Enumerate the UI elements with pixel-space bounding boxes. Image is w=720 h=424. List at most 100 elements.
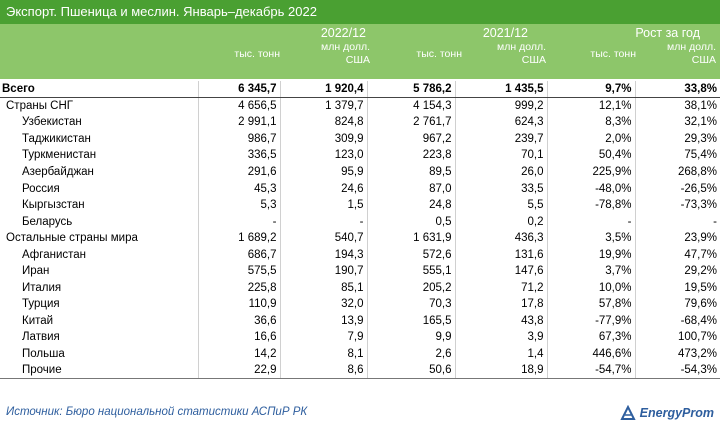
row-value: - bbox=[713, 215, 717, 228]
row-value: 23,9% bbox=[684, 232, 717, 245]
row-label: Азербайджан bbox=[0, 163, 199, 181]
row-label: Иран bbox=[0, 263, 199, 280]
table-row: Кыргызстан 5,3 1,5 24,8 5,5 -78,8% -73,3% bbox=[0, 196, 720, 214]
row-value: 4 154,3 bbox=[367, 97, 456, 115]
row-value: -73,3% bbox=[680, 199, 717, 212]
row-value: 291,6 bbox=[198, 163, 281, 181]
row-value: 336,5 bbox=[198, 147, 281, 164]
row-value: 24,6 bbox=[280, 180, 368, 197]
row-value: -48,0% bbox=[547, 180, 636, 197]
row-value: 8,6 bbox=[280, 362, 368, 380]
footer: Источник: Бюро национальной статистики А… bbox=[0, 404, 720, 424]
brand: EnergyProm bbox=[620, 405, 714, 421]
row-value: 5 786,2 bbox=[367, 81, 456, 99]
table-row: Турция 110,9 32,0 70,3 17,8 57,8% 79,6% bbox=[0, 296, 720, 313]
row-value: 555,1 bbox=[367, 263, 456, 280]
table-row: Афганистан 686,7 194,3 572,6 131,6 19,9% 47,7% bbox=[0, 246, 720, 264]
table-row: Остальные страны мира 1 689,2 540,7 1 631,9… bbox=[0, 229, 720, 247]
table-body: Всего 6 345,7 1 920,4 5 786,2 1 435,5 9,7% 33,… bbox=[0, 81, 720, 380]
row-value: 47,7% bbox=[684, 248, 717, 261]
energyprom-logo-icon bbox=[620, 405, 636, 420]
header-unit-usd-line1: млн долл. bbox=[497, 41, 546, 53]
row-label: Всего bbox=[0, 81, 199, 99]
table-row: Беларусь - -0,5 0,2- - bbox=[0, 213, 720, 230]
row-value: 967,2 bbox=[367, 130, 456, 148]
row-value: 268,8% bbox=[677, 166, 717, 178]
header-unit-usd-line2: США bbox=[691, 54, 716, 66]
row-value: 999,2 bbox=[455, 97, 548, 115]
row-value: 309,9 bbox=[280, 130, 368, 148]
row-value: 19,5% bbox=[684, 281, 717, 294]
row-value: 4 656,5 bbox=[198, 97, 281, 115]
row-value: 50,6 bbox=[367, 362, 456, 380]
row-value: 87,0 bbox=[367, 180, 456, 197]
row-value: 8,3% bbox=[547, 114, 636, 131]
row-value: 147,6 bbox=[455, 263, 548, 280]
row-value: 131,6 bbox=[455, 246, 548, 264]
row-value: 29,3% bbox=[684, 132, 717, 145]
row-value: 29,2% bbox=[684, 265, 717, 278]
row-value: 38,1% bbox=[684, 100, 717, 113]
row-value: 110,9 bbox=[198, 296, 281, 313]
row-label: Беларусь bbox=[0, 213, 199, 230]
table-row: Всего 6 345,7 1 920,4 5 786,2 1 435,5 9,7% 33,… bbox=[0, 81, 720, 99]
row-value: 67,3% bbox=[547, 329, 636, 346]
row-label: Остальные страны мира bbox=[0, 229, 199, 247]
row-value: 100,7% bbox=[677, 331, 717, 344]
row-value: 12,1% bbox=[547, 97, 636, 115]
table-row: Таджикистан 986,7 309,9 967,2 239,7 2,0% 29,3% bbox=[0, 130, 720, 148]
table-row: Иран 575,5 190,7 555,1 147,6 3,7% 29,2% bbox=[0, 263, 720, 280]
row-value: 17,8 bbox=[455, 296, 548, 313]
row-value: 436,3 bbox=[455, 229, 548, 247]
row-value: 36,6 bbox=[198, 312, 281, 330]
row-value: 165,5 bbox=[367, 312, 456, 330]
header-unit-tons-2021: тыс. тонн bbox=[416, 48, 462, 60]
row-value: 5,5 bbox=[455, 196, 548, 214]
row-value: 45,3 bbox=[198, 180, 281, 197]
row-label: Узбекистан bbox=[0, 114, 199, 131]
row-value: 3,5% bbox=[547, 229, 636, 247]
row-value: 26,0 bbox=[455, 163, 548, 181]
table-row: Прочие 22,9 8,6 50,6 18,9 -54,7% -54,3% bbox=[0, 362, 720, 380]
row-value: 57,8% bbox=[547, 296, 636, 313]
header-group-growth: Рост за год bbox=[635, 26, 700, 40]
row-value: 123,0 bbox=[280, 147, 368, 164]
row-value: 19,9% bbox=[547, 246, 636, 264]
row-label: Прочие bbox=[0, 362, 199, 380]
row-value: 71,2 bbox=[455, 279, 548, 297]
row-value: 225,8 bbox=[198, 279, 281, 297]
table-row: Италия 225,8 85,1 205,2 71,2 10,0% 19,5% bbox=[0, 279, 720, 297]
table-row: Польша 14,2 8,1 2,6 1,4 446,6% 473,2% bbox=[0, 345, 720, 363]
table-row: Азербайджан 291,6 95,9 89,5 26,0 225,9% 268,8% bbox=[0, 163, 720, 181]
row-label: Таджикистан bbox=[0, 130, 199, 148]
row-value: 824,8 bbox=[280, 114, 368, 131]
row-value: 624,3 bbox=[455, 114, 548, 131]
row-value: 8,1 bbox=[280, 345, 368, 363]
row-value: 79,6% bbox=[684, 298, 717, 311]
row-value: 446,6% bbox=[547, 345, 636, 363]
row-value: 2,0% bbox=[547, 130, 636, 148]
row-value: 14,2 bbox=[198, 345, 281, 363]
row-value: 575,5 bbox=[198, 263, 281, 280]
row-value: -68,4% bbox=[680, 314, 717, 327]
row-value: 95,9 bbox=[280, 163, 368, 181]
table-row: Китай 36,6 13,9 165,5 43,8 -77,9% -68,4% bbox=[0, 312, 720, 330]
row-value: 22,9 bbox=[198, 362, 281, 380]
row-value: 9,9 bbox=[367, 329, 456, 346]
row-value: 1 379,7 bbox=[280, 97, 368, 115]
row-value: - bbox=[547, 213, 636, 230]
row-value: 33,5 bbox=[455, 180, 548, 197]
row-value: 50,4% bbox=[547, 147, 636, 164]
row-value: - bbox=[280, 213, 368, 230]
row-label: Латвия bbox=[0, 329, 199, 346]
row-value: 43,8 bbox=[455, 312, 548, 330]
data-table: Всего 6 345,7 1 920,4 5 786,2 1 435,5 9,7% 33,… bbox=[0, 81, 720, 380]
table-row: Россия 45,3 24,6 87,0 33,5 -48,0% -26,5% bbox=[0, 180, 720, 197]
row-value: 13,9 bbox=[280, 312, 368, 330]
row-value: -78,8% bbox=[547, 196, 636, 214]
header-unit-usd-2021: млн долл. США bbox=[466, 41, 546, 67]
header-unit-tons-2022: тыс. тонн bbox=[234, 48, 280, 60]
header-group-2021: 2021/12 bbox=[482, 26, 528, 40]
row-value: 85,1 bbox=[280, 279, 368, 297]
row-value: 0,2 bbox=[455, 213, 548, 230]
